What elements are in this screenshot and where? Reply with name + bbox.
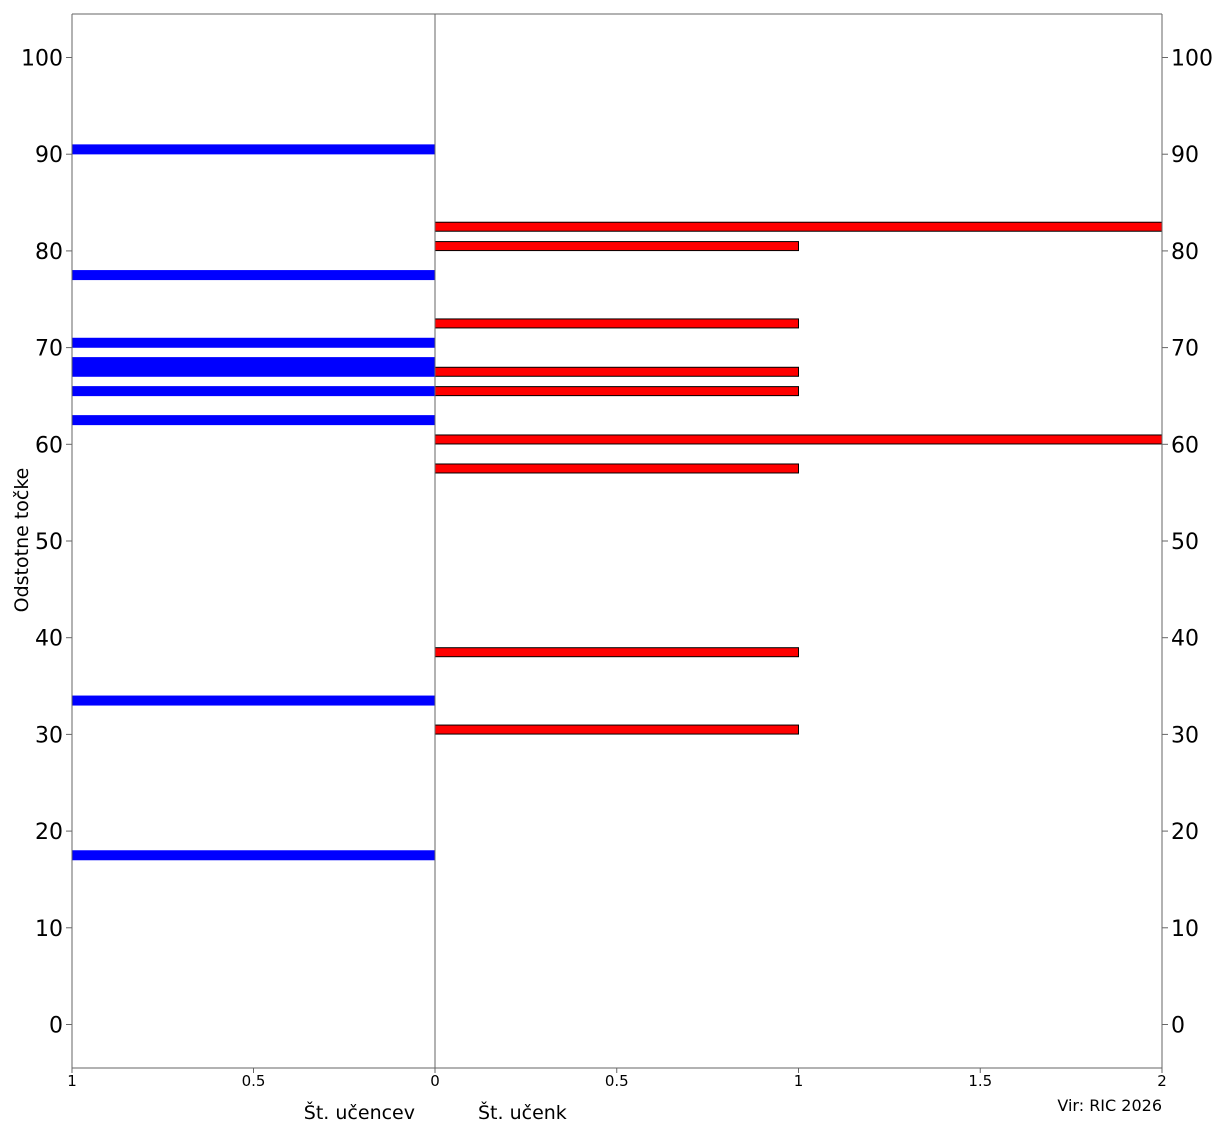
left-bar-8 bbox=[71, 144, 436, 155]
left-bar-4 bbox=[71, 366, 436, 377]
left-y-tick-label-10: 100 bbox=[21, 47, 63, 72]
left-y-tick-label-2: 20 bbox=[35, 820, 63, 845]
right-bar-4 bbox=[434, 386, 799, 397]
right-y-tick-label-6: 60 bbox=[1171, 433, 1199, 458]
right-bar-3 bbox=[434, 434, 1163, 445]
left-y-tick-label-9: 90 bbox=[35, 143, 63, 168]
left-y-tick-label-1: 10 bbox=[35, 917, 63, 942]
right-bar-0 bbox=[434, 724, 799, 735]
left-y-tick-label-0: 0 bbox=[49, 1013, 63, 1038]
right-x-axis: 0.5 1 1.5 2 bbox=[605, 1068, 1167, 1090]
left-x-tick-label-2: 0 bbox=[430, 1072, 440, 1090]
left-bar-3 bbox=[71, 386, 436, 397]
source-note: Vir: RIC 2026 bbox=[1057, 1096, 1162, 1115]
left-x-tick-label-0: 1 bbox=[67, 1072, 77, 1090]
right-y-tick-label-0: 0 bbox=[1171, 1013, 1185, 1038]
left-bars-group bbox=[71, 144, 436, 861]
left-y-tick-label-4: 40 bbox=[35, 627, 63, 652]
left-bar-6 bbox=[71, 337, 436, 348]
right-y-tick-label-9: 90 bbox=[1171, 143, 1199, 168]
left-y-tick-label-7: 70 bbox=[35, 337, 63, 362]
right-bar-7 bbox=[434, 241, 799, 252]
y-axis-title: Odstotne točke bbox=[11, 468, 33, 613]
right-y-tick-label-5: 50 bbox=[1171, 530, 1199, 555]
left-bar-0 bbox=[71, 850, 436, 861]
left-x-axis-title: Št. učencev bbox=[304, 1100, 415, 1124]
left-bar-1 bbox=[71, 695, 436, 706]
left-bar-5 bbox=[71, 357, 436, 368]
left-y-axis: 0 10 20 30 40 50 60 70 80 90 100 bbox=[21, 47, 72, 1038]
right-y-tick-label-7: 70 bbox=[1171, 337, 1199, 362]
right-y-tick-label-1: 10 bbox=[1171, 917, 1199, 942]
right-bar-6 bbox=[434, 318, 799, 329]
right-y-tick-label-4: 40 bbox=[1171, 627, 1199, 652]
right-x-tick-label-1: 0.5 bbox=[605, 1072, 629, 1090]
right-x-axis-title: Št. učenk bbox=[478, 1100, 567, 1124]
left-x-axis: 1 0.5 0 bbox=[67, 1068, 440, 1090]
right-bars-group bbox=[434, 221, 1163, 735]
right-bar-1 bbox=[434, 647, 799, 658]
right-x-tick-label-4: 2 bbox=[1157, 1072, 1167, 1090]
right-x-tick-label-3: 1.5 bbox=[968, 1072, 992, 1090]
left-y-tick-label-8: 80 bbox=[35, 240, 63, 265]
left-y-tick-label-5: 50 bbox=[35, 530, 63, 555]
left-y-tick-label-6: 60 bbox=[35, 433, 63, 458]
right-y-axis: 0 10 20 30 40 50 60 70 80 90 100 bbox=[1162, 47, 1213, 1038]
left-bar-7 bbox=[71, 270, 436, 281]
right-bar-2 bbox=[434, 463, 799, 474]
right-y-tick-label-2: 20 bbox=[1171, 820, 1199, 845]
left-x-tick-label-1: 0.5 bbox=[242, 1072, 266, 1090]
right-bar-8 bbox=[434, 221, 1163, 232]
left-y-tick-label-3: 30 bbox=[35, 723, 63, 748]
right-y-tick-label-8: 80 bbox=[1171, 240, 1199, 265]
right-y-tick-label-3: 30 bbox=[1171, 723, 1199, 748]
right-y-tick-label-10: 100 bbox=[1171, 47, 1213, 72]
plot-frame bbox=[71, 13, 1163, 1069]
right-x-tick-label-2: 1 bbox=[794, 1072, 804, 1090]
left-bar-2 bbox=[71, 415, 436, 426]
right-bar-5 bbox=[434, 366, 799, 377]
